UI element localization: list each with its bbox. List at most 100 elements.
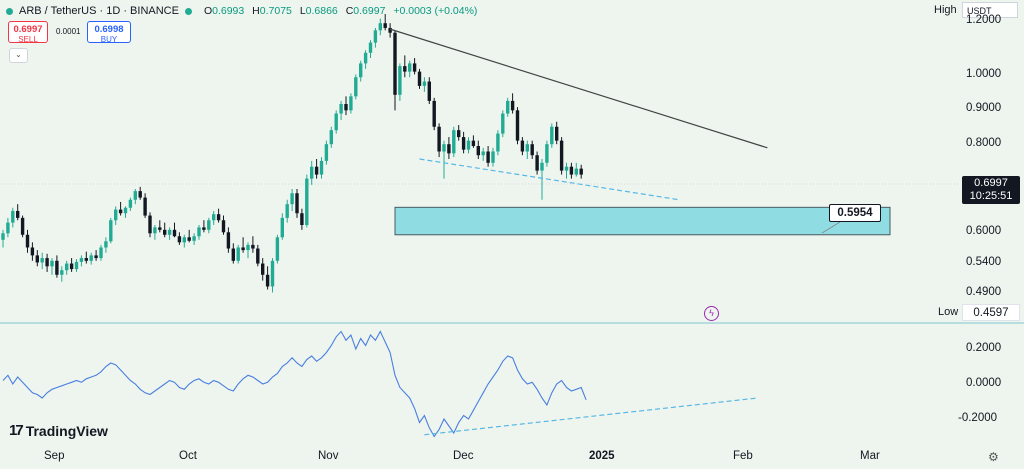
candle-body bbox=[158, 227, 162, 230]
candle-body bbox=[65, 263, 69, 271]
spread-value: 0.0001 bbox=[56, 27, 81, 36]
candle-body bbox=[417, 71, 422, 86]
candle-body bbox=[251, 244, 255, 249]
candle-body bbox=[143, 197, 147, 216]
resistance-trendline bbox=[389, 28, 768, 149]
ohlc-values: O0.6993 H0.7075 L0.6866 C0.6997 +0.0003 … bbox=[203, 5, 478, 17]
oscillator-tick: 0.2000 bbox=[966, 342, 1002, 354]
candle-body bbox=[545, 144, 549, 163]
candle-body bbox=[99, 247, 103, 259]
candle-body bbox=[496, 133, 500, 152]
candle-body bbox=[40, 258, 44, 263]
flash-icon[interactable]: ϟ bbox=[704, 306, 719, 321]
candle-body bbox=[104, 241, 108, 248]
candle-body bbox=[50, 260, 54, 267]
candle-body bbox=[368, 42, 373, 53]
candle-body bbox=[16, 210, 20, 218]
zone-price-callout[interactable]: 0.5954 bbox=[829, 204, 881, 222]
oscillator-tick: 0.0000 bbox=[966, 377, 1002, 389]
candle-body bbox=[216, 214, 221, 221]
oscillator-trendline bbox=[424, 397, 758, 436]
candle-body bbox=[501, 113, 505, 134]
gear-icon[interactable]: ⚙ bbox=[988, 450, 999, 464]
candle-body bbox=[403, 66, 407, 72]
candle-body bbox=[515, 110, 520, 141]
currency-select[interactable]: USDT bbox=[962, 2, 1018, 18]
candle-body bbox=[163, 229, 167, 235]
candle-body bbox=[138, 191, 142, 198]
price-tick: 0.5400 bbox=[966, 256, 1002, 268]
time-tick: Feb bbox=[733, 450, 753, 462]
candle-body bbox=[334, 113, 338, 131]
candle-body bbox=[89, 255, 93, 261]
time-tick: Dec bbox=[453, 450, 474, 462]
candle-body bbox=[55, 260, 59, 275]
candle-body bbox=[261, 263, 265, 275]
candle-body bbox=[167, 229, 172, 235]
candle-body bbox=[466, 140, 471, 150]
candle-body bbox=[295, 193, 299, 214]
candle-body bbox=[236, 247, 240, 261]
candle-body bbox=[212, 214, 216, 221]
candle-body bbox=[383, 23, 387, 28]
candle-body bbox=[290, 193, 294, 205]
candle-body bbox=[378, 23, 382, 31]
time-tick: Sep bbox=[44, 450, 65, 462]
candle-body bbox=[35, 255, 39, 263]
candle-body bbox=[461, 137, 466, 150]
candle-body bbox=[153, 227, 157, 234]
candle-body bbox=[118, 209, 123, 214]
demand-zone-box bbox=[394, 206, 891, 236]
price-tick: 0.6000 bbox=[966, 225, 1002, 237]
candle-body bbox=[359, 63, 363, 78]
candle-body bbox=[285, 204, 289, 218]
candle-body bbox=[579, 168, 583, 175]
candle-body bbox=[437, 126, 441, 152]
tradingview-mark-icon: 17 bbox=[9, 422, 24, 439]
candle-body bbox=[388, 27, 392, 33]
buy-button[interactable]: 0.6998 BUY bbox=[87, 21, 131, 44]
live-dot-icon bbox=[184, 7, 192, 15]
low-value: 0.4597 bbox=[962, 304, 1020, 321]
time-tick: Nov bbox=[318, 450, 339, 462]
candle-body bbox=[207, 220, 211, 230]
candle-body bbox=[310, 166, 314, 179]
candle-body bbox=[408, 63, 412, 72]
candle-body bbox=[319, 160, 324, 175]
candle-body bbox=[344, 104, 348, 111]
chevron-down-icon[interactable]: ⌄ bbox=[9, 48, 28, 63]
candle-body bbox=[275, 237, 280, 261]
candle-body bbox=[128, 199, 133, 208]
price-tick: 0.8000 bbox=[966, 137, 1002, 149]
symbol-title[interactable]: ARB / TetherUS · 1D · BINANCE bbox=[19, 5, 179, 17]
sell-button[interactable]: 0.6997 SELL bbox=[8, 21, 48, 44]
current-price-tag: 0.6997 10:25:51 bbox=[962, 176, 1020, 204]
candle-body bbox=[363, 52, 368, 64]
candle-body bbox=[535, 155, 539, 171]
candle-body bbox=[79, 258, 84, 262]
candle-body bbox=[6, 222, 10, 234]
candle-body bbox=[197, 227, 201, 237]
candle-body bbox=[1, 233, 5, 240]
candle-body bbox=[221, 220, 226, 233]
candle-body bbox=[246, 244, 250, 251]
candle-body bbox=[314, 166, 319, 175]
candle-body bbox=[471, 140, 476, 147]
time-tick: 2025 bbox=[589, 450, 615, 462]
candle-body bbox=[574, 168, 578, 175]
time-tick: Oct bbox=[179, 450, 197, 462]
candle-body bbox=[339, 104, 343, 114]
oscillator-line bbox=[2, 330, 587, 438]
candle-body bbox=[148, 215, 152, 234]
price-tick: 1.0000 bbox=[966, 68, 1002, 80]
candle-body bbox=[555, 126, 559, 141]
candle-body bbox=[114, 209, 118, 221]
time-tick: Mar bbox=[860, 450, 880, 462]
candle-body bbox=[540, 162, 544, 171]
callout-pointer bbox=[821, 221, 841, 234]
candle-body bbox=[20, 217, 25, 235]
candle-body bbox=[123, 207, 128, 214]
candle-body bbox=[84, 258, 88, 261]
candle-body bbox=[506, 100, 510, 114]
